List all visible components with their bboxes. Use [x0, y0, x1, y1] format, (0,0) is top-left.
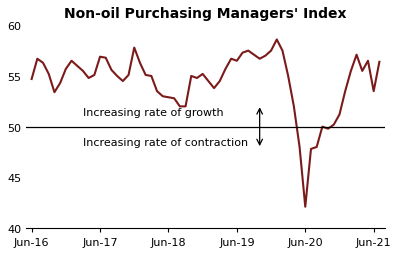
Text: Increasing rate of contraction: Increasing rate of contraction	[83, 137, 248, 147]
Title: Non-oil Purchasing Managers' Index: Non-oil Purchasing Managers' Index	[64, 7, 347, 21]
Text: Increasing rate of growth: Increasing rate of growth	[83, 107, 224, 117]
